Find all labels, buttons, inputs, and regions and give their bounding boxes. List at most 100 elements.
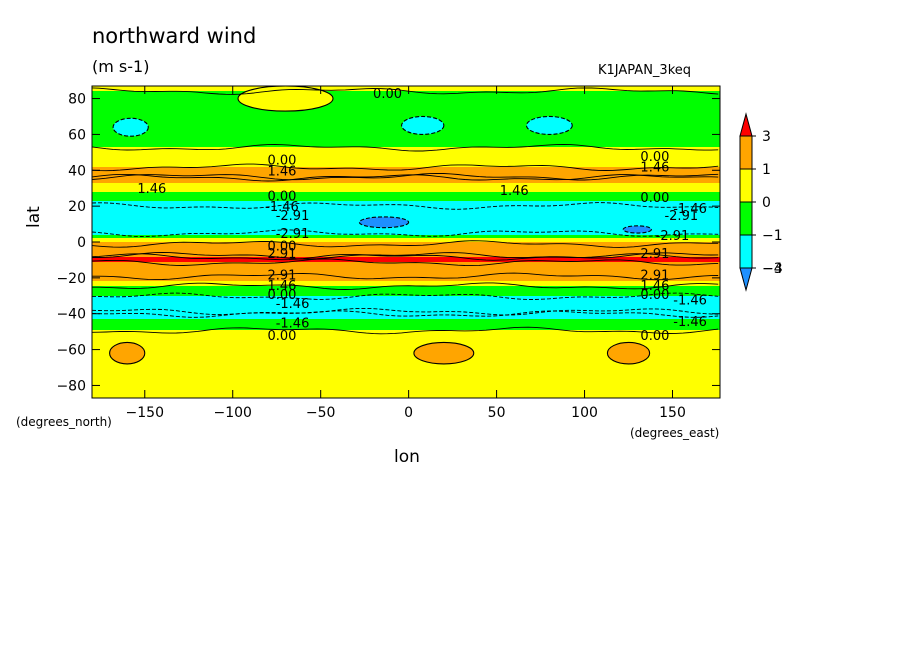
contour-band: [92, 279, 720, 281]
contour-band: [92, 283, 720, 285]
contour-cell: [401, 115, 445, 135]
contour-band: [92, 237, 720, 239]
contour-band: [92, 379, 720, 381]
contour-band: [92, 99, 720, 101]
contour-band: [92, 232, 720, 234]
contour-line: [92, 172, 719, 181]
contour-band: [92, 140, 720, 142]
contour-band: [92, 336, 720, 338]
contour-band: [92, 115, 720, 117]
contour-band: [92, 366, 720, 368]
contour-band: [92, 91, 720, 93]
contour-band: [92, 180, 720, 182]
contour-band: [92, 299, 720, 301]
contour-band: [92, 357, 720, 359]
colorbar-label: −1: [762, 228, 783, 244]
colorbar-cap-bottom: [739, 267, 753, 292]
contour-band: [92, 266, 720, 268]
contour-band: [92, 392, 720, 394]
contour-band: [92, 183, 720, 185]
colorbar-label: −3: [762, 261, 783, 277]
contour-band: [92, 278, 720, 280]
contour-line: [92, 163, 719, 172]
contour-band: [92, 86, 720, 88]
contour-band: [92, 304, 720, 306]
contour-band: [92, 321, 720, 323]
contour-band: [92, 106, 720, 108]
colorbar-label: 0: [762, 195, 771, 211]
contour-band: [92, 164, 720, 166]
contour-band: [92, 87, 720, 89]
contour-band: [92, 216, 720, 218]
contour-band: [92, 103, 720, 105]
contour-band: [92, 100, 720, 102]
contour-band: [92, 389, 720, 391]
contour-band: [92, 243, 720, 245]
contour-band: [92, 269, 720, 271]
contour-band: [92, 263, 720, 265]
contour-band: [92, 206, 720, 208]
contour-band: [92, 157, 720, 159]
contour-band: [92, 383, 720, 385]
contour-band: [92, 320, 720, 322]
contour-cell: [525, 115, 573, 135]
contour-band: [92, 97, 720, 99]
contour-band: [92, 191, 720, 193]
contour-band: [92, 240, 720, 242]
contour-band: [92, 113, 720, 115]
x-tick-label: −50: [306, 405, 336, 421]
contour-band: [92, 184, 720, 186]
contour-band: [92, 322, 720, 324]
contour-line: [92, 202, 719, 210]
contour-band: [92, 114, 720, 116]
contour-band: [92, 391, 720, 393]
contour-band: [92, 375, 720, 377]
contour-line: [92, 252, 719, 260]
contour-band: [92, 179, 720, 181]
contour-band: [92, 186, 720, 188]
contour-band: [92, 118, 720, 120]
contour-band: [92, 159, 720, 161]
contour-band: [92, 218, 720, 220]
colorbar-cap-top: [739, 112, 753, 137]
contour-band: [92, 210, 720, 212]
chart-title: northward wind: [92, 24, 257, 48]
units-label: (m s-1): [92, 57, 150, 76]
contour-band: [92, 293, 720, 295]
contour-line: [92, 310, 719, 318]
contour-band: [92, 305, 720, 307]
contour-label: 1.46: [268, 279, 297, 294]
contour-band: [92, 215, 720, 217]
contour-band: [92, 326, 720, 328]
contour-band: [92, 368, 720, 370]
contour-band: [92, 178, 720, 180]
contour-band: [92, 252, 720, 254]
contour-band: [92, 340, 720, 342]
contour-band: [92, 193, 720, 195]
contour-line: [92, 307, 719, 316]
contour-band: [92, 384, 720, 386]
contour-band: [92, 194, 720, 196]
contour-band: [92, 319, 720, 321]
contour-band: [92, 256, 720, 258]
contour-band: [92, 273, 720, 275]
contour-band: [92, 101, 720, 103]
contour-band: [92, 393, 720, 395]
contour-band: [92, 268, 720, 270]
contour-band: [92, 146, 720, 148]
contour-band: [92, 380, 720, 382]
contour-band: [92, 182, 720, 184]
contour-band: [92, 187, 720, 189]
contour-band: [92, 295, 720, 297]
contour-band: [92, 356, 720, 358]
contour-cell: [112, 117, 149, 137]
contour-band: [92, 198, 720, 200]
contour-band: [92, 107, 720, 109]
contour-band: [92, 287, 720, 289]
contour-band: [92, 171, 720, 173]
contour-band: [92, 350, 720, 352]
contour-line: [92, 253, 719, 261]
contour-band: [92, 95, 720, 97]
contour-band: [92, 363, 720, 365]
